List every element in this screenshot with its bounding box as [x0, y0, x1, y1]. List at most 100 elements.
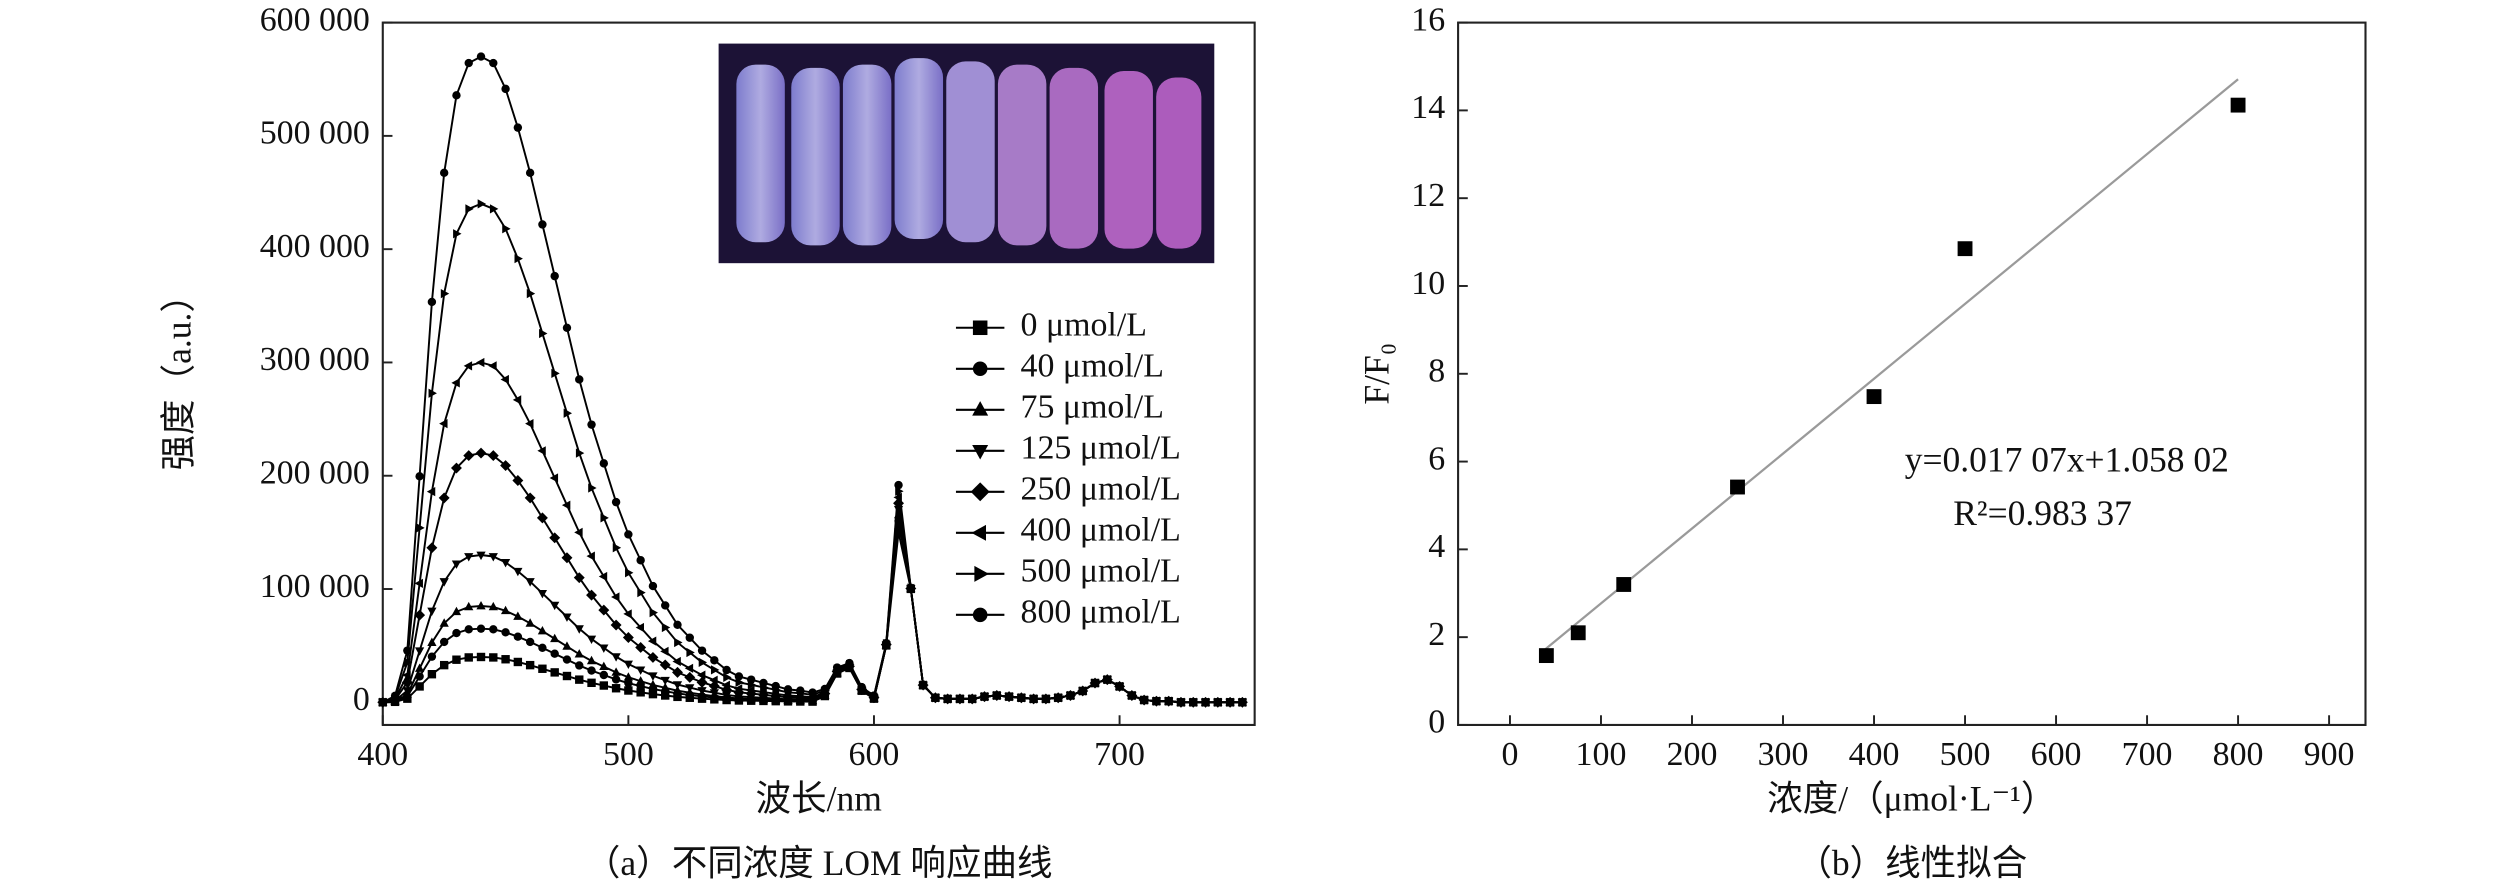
marker	[758, 687, 767, 697]
fit-line	[1541, 78, 2239, 653]
marker	[587, 420, 596, 429]
marker	[427, 607, 437, 617]
marker	[500, 460, 512, 471]
annotation: R²=0.983 37	[1953, 493, 2132, 533]
marker	[488, 553, 498, 562]
marker	[551, 368, 560, 378]
marker	[672, 656, 681, 667]
marker	[538, 664, 547, 673]
tube	[842, 64, 892, 246]
marker	[992, 691, 1001, 700]
marker	[647, 651, 659, 663]
marker	[537, 626, 548, 635]
marker	[661, 691, 670, 700]
marker	[696, 676, 708, 688]
marker	[661, 622, 671, 633]
y-tick-label: 2	[1428, 616, 1445, 653]
marker	[971, 524, 986, 541]
marker	[635, 642, 647, 653]
marker	[439, 637, 449, 647]
marker	[575, 675, 584, 684]
marker	[685, 684, 695, 693]
marker	[561, 552, 573, 564]
marker	[746, 685, 755, 696]
marker	[648, 689, 658, 699]
marker	[710, 656, 719, 665]
marker	[525, 637, 535, 647]
marker	[525, 578, 535, 587]
marker	[1115, 682, 1124, 691]
marker	[464, 653, 473, 662]
marker	[759, 678, 768, 688]
marker	[464, 625, 473, 634]
marker	[463, 450, 475, 462]
x-tick-label: 200	[1667, 736, 1718, 773]
legend-label: 40 μmol/L	[1021, 348, 1164, 385]
marker	[974, 565, 989, 582]
marker	[684, 671, 696, 683]
marker	[1730, 479, 1745, 495]
marker	[513, 567, 523, 577]
marker	[464, 601, 474, 611]
marker	[426, 486, 436, 497]
marker	[562, 323, 572, 332]
marker	[661, 601, 670, 610]
marker	[487, 450, 499, 462]
marker	[513, 632, 523, 641]
y-tick-label: 0	[353, 681, 370, 718]
marker	[1127, 691, 1137, 700]
tube	[1156, 77, 1202, 249]
marker	[476, 551, 486, 561]
marker	[550, 601, 560, 611]
marker	[550, 649, 559, 658]
marker	[488, 601, 498, 611]
marker	[1538, 648, 1554, 664]
y-axis-label: F/F₀	[1357, 343, 1397, 405]
marker	[697, 646, 707, 655]
marker	[845, 658, 854, 668]
marker	[489, 204, 499, 214]
marker	[588, 483, 597, 493]
y-tick-label: 100 000	[260, 568, 370, 605]
marker	[440, 288, 450, 299]
marker	[500, 559, 511, 568]
marker	[1078, 686, 1087, 696]
marker	[660, 682, 670, 692]
marker	[943, 694, 952, 704]
plot-frame	[381, 21, 1256, 727]
marker	[808, 688, 817, 697]
marker	[623, 660, 633, 670]
marker	[599, 644, 609, 653]
marker	[968, 694, 977, 704]
marker	[427, 670, 437, 679]
marker	[586, 551, 595, 561]
marker	[426, 542, 438, 554]
marker	[972, 444, 989, 460]
marker	[525, 419, 534, 429]
marker	[1017, 693, 1026, 702]
marker	[611, 592, 620, 602]
marker	[452, 655, 461, 664]
marker	[674, 637, 683, 648]
marker	[561, 500, 571, 510]
marker	[672, 666, 683, 678]
marker	[955, 694, 965, 704]
marker	[427, 637, 437, 646]
marker	[465, 204, 474, 214]
y-tick-label: 600 000	[260, 1, 370, 38]
marker	[636, 666, 646, 675]
marker	[549, 473, 559, 483]
marker	[475, 447, 487, 459]
tube	[894, 58, 944, 239]
marker	[1189, 698, 1198, 707]
marker	[414, 647, 425, 656]
marker	[428, 388, 437, 398]
marker	[746, 675, 756, 684]
marker	[1139, 695, 1149, 705]
marker	[536, 512, 548, 524]
marker	[476, 600, 486, 610]
marker	[575, 448, 585, 458]
marker	[562, 641, 572, 650]
